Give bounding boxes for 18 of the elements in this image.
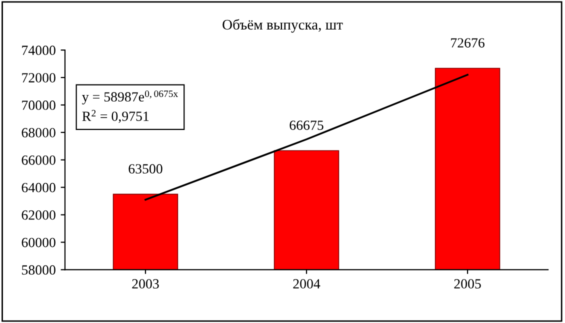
y-tick-label: 72000 <box>22 73 56 82</box>
x-tick-label: 2003 <box>132 279 159 289</box>
data-label: 72676 <box>451 38 484 48</box>
x-tick-label: 2004 <box>293 279 320 289</box>
chart-title: Объём выпуска, шт <box>222 19 343 33</box>
y-tick-label: 68000 <box>22 128 56 138</box>
annotation: y = 58987e$^{0,0675x}$ <box>82 90 178 104</box>
y-tick-label: 62000 <box>22 210 56 220</box>
y-tick-label: 74000 <box>22 46 56 56</box>
y-tick-label: 60000 <box>22 238 56 248</box>
y-tick-label: 64000 <box>22 182 56 192</box>
data-label: 63500 <box>128 164 162 174</box>
data-label: 66675 <box>290 120 324 130</box>
y-tick-label: 66000 <box>22 155 56 165</box>
y-tick-label: 58000 <box>22 265 56 275</box>
x-tick-label: 2005 <box>454 279 481 289</box>
annotation: R$^{2}$ = 0,9751 <box>82 110 149 123</box>
y-tick-label: 70000 <box>22 100 56 110</box>
